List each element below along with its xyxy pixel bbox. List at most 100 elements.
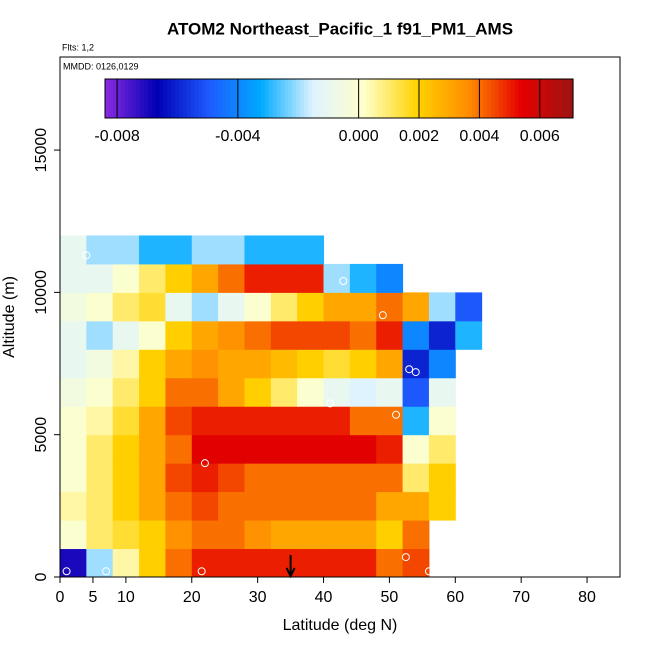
colorbar-step [116, 79, 122, 118]
heat-cell [297, 235, 325, 265]
colorbar-step [354, 79, 360, 118]
heat-cell [218, 520, 245, 550]
colorbar-step [288, 79, 293, 118]
sample-point [411, 368, 420, 377]
y-tick-label: 5000 [33, 417, 50, 453]
heat-cell [349, 491, 377, 521]
y-tick-label: 10000 [33, 270, 50, 315]
heat-cell [218, 263, 245, 293]
heat-cell [244, 292, 272, 322]
colorbar-step [175, 79, 180, 118]
colorbar-step [456, 79, 461, 118]
colorbar-step [346, 79, 352, 118]
heat-cell [349, 320, 377, 350]
heat-cell [139, 463, 166, 493]
heat-cell [349, 263, 377, 293]
colorbar-tick-label: 0.006 [520, 128, 560, 145]
colorbar-step [272, 79, 278, 118]
colorbar-step [420, 79, 426, 118]
heat-cell [165, 263, 193, 293]
heat-cell [86, 463, 114, 493]
heat-cell [455, 320, 483, 350]
heat-cell [297, 377, 325, 407]
x-tick-label: 5 [88, 589, 97, 606]
sample-point [405, 365, 414, 374]
heat-cell [218, 292, 245, 322]
colorbar-step [144, 79, 149, 118]
sample-point [200, 459, 209, 468]
plot-frame [59, 56, 621, 578]
chart-title: ATOM2 Northeast_Pacific_1 f91_PM1_AMS [167, 19, 513, 38]
heat-cell [428, 434, 456, 464]
heat-cell [323, 406, 351, 436]
heat-cell [428, 292, 456, 322]
colorbar-step [124, 79, 129, 118]
sample-point [339, 276, 348, 285]
heat-cell [60, 349, 87, 379]
colorbar-step [526, 79, 531, 118]
colorbar-step [136, 79, 141, 118]
colorbar-step [534, 79, 539, 118]
heat-cell [323, 292, 351, 322]
heat-cell [139, 520, 166, 550]
heat-cell [270, 520, 298, 550]
heat-cell [112, 349, 140, 379]
colorbar-step [264, 79, 270, 118]
heat-cell [402, 406, 430, 436]
x-axis-label: Latitude (deg N) [283, 617, 398, 634]
heat-cell [244, 520, 272, 550]
colorbar-step [303, 79, 309, 118]
heat-cell [112, 377, 140, 407]
heat-cell [60, 235, 87, 265]
colorbar-step [105, 79, 110, 118]
colorbar-step [350, 79, 356, 118]
colorbar-step [241, 79, 246, 118]
heat-cell [402, 520, 430, 550]
heat-cell [402, 434, 430, 464]
colorbar-step [292, 79, 297, 118]
colorbar-step [307, 79, 313, 118]
heat-cell [191, 463, 219, 493]
colorbar-tick-label: 0.002 [399, 128, 439, 145]
colorbar-step [218, 79, 223, 118]
heat-cell [402, 292, 430, 322]
colorbar-step [335, 79, 340, 118]
y-tick-label: 0 [33, 572, 50, 581]
heat-cell [323, 548, 351, 578]
latitude-marker-head [285, 567, 296, 579]
colorbar-step [432, 79, 438, 118]
heat-cell [428, 320, 456, 350]
subtitle: Flts: 1,2 [62, 42, 94, 52]
x-tick-label: 20 [183, 589, 201, 606]
heat-cell [191, 320, 219, 350]
colorbar-step [128, 79, 133, 118]
colorbar-step [522, 79, 527, 118]
heat-cell [60, 377, 87, 407]
heat-cell [86, 548, 114, 578]
colorbar-step [370, 79, 375, 118]
heat-cell [165, 235, 193, 265]
heat-cell [297, 320, 325, 350]
heat-cell [244, 491, 272, 521]
heat-cell [165, 406, 193, 436]
colorbar-step [393, 79, 399, 118]
colorbar-step [284, 79, 289, 118]
colorbar-step [440, 79, 445, 118]
heat-cell [60, 520, 87, 550]
heat-cell [244, 263, 272, 293]
heat-cell [191, 292, 219, 322]
heat-cell [86, 406, 114, 436]
heat-cell [165, 320, 193, 350]
heat-cell [86, 520, 114, 550]
heat-cell [218, 235, 245, 265]
heat-cell [86, 263, 114, 293]
x-tick-label: 30 [249, 589, 267, 606]
colorbar-step [155, 79, 161, 118]
colorbar-step [245, 79, 250, 118]
heat-cell [270, 463, 298, 493]
colorbar-step [424, 79, 430, 118]
heat-cell [165, 520, 193, 550]
heat-cell [376, 406, 404, 436]
heat-cell [60, 491, 87, 521]
heat-cell [86, 491, 114, 521]
